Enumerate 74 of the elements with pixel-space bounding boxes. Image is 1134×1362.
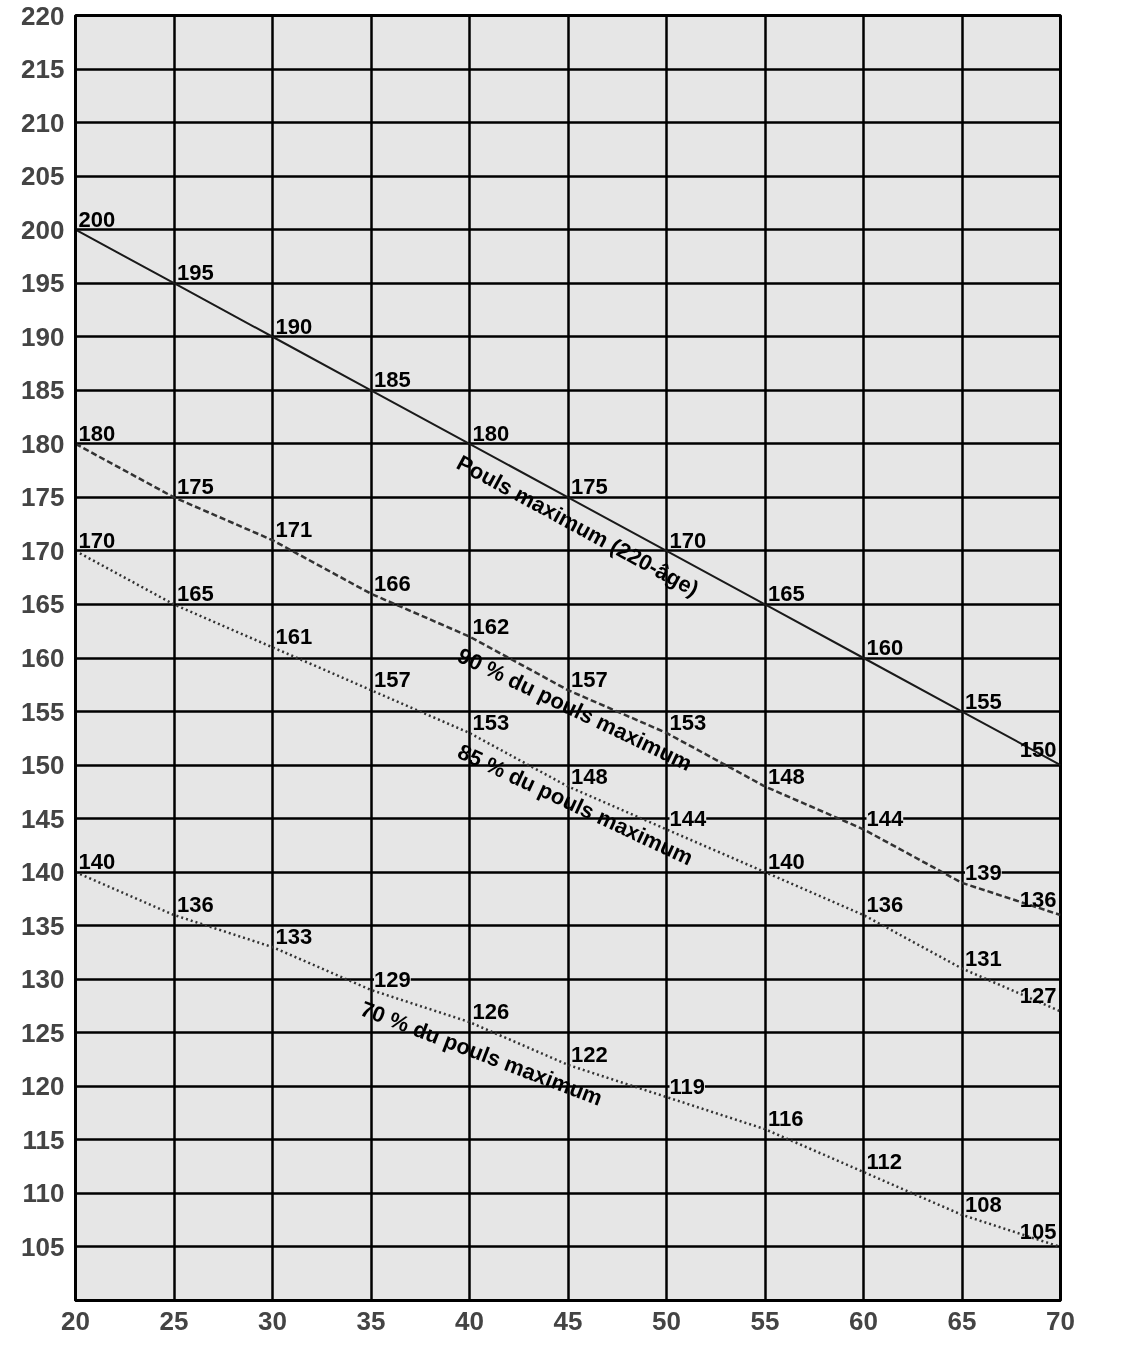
x-tick-label: 45 (553, 1305, 583, 1336)
data-label: 136 (1019, 887, 1057, 912)
line-series (75, 442, 1061, 917)
y-tick-label: 105 (21, 1231, 65, 1262)
y-tick-label: 205 (21, 161, 65, 192)
data-label: 157 (374, 667, 411, 693)
data-label: 140 (78, 849, 116, 875)
data-label: 166 (374, 570, 411, 596)
data-label: 119 (669, 1074, 705, 1100)
data-label: 136 (866, 892, 904, 917)
x-tick-label: 60 (849, 1305, 878, 1336)
y-tick-label: 220 (21, 0, 65, 31)
y-tick-label: 125 (21, 1017, 65, 1048)
y-tick-label: 145 (21, 803, 65, 834)
y-tick-label: 165 (21, 589, 65, 620)
x-tick-label: 70 (1046, 1305, 1075, 1336)
data-label: 148 (571, 763, 608, 789)
x-tick-label: 55 (750, 1305, 780, 1336)
data-label: 126 (472, 999, 510, 1025)
y-tick-label: 210 (21, 107, 65, 138)
data-label: 180 (78, 420, 116, 446)
data-label: 148 (768, 763, 805, 789)
data-label: 144 (866, 806, 904, 832)
x-tick-label: 20 (61, 1305, 90, 1336)
data-label: 190 (275, 313, 313, 339)
y-tick-label: 215 (21, 54, 65, 85)
data-label: 165 (177, 581, 214, 607)
x-tick-label: 25 (159, 1305, 189, 1336)
data-label: 108 (965, 1191, 1002, 1217)
data-label: 171 (275, 517, 313, 543)
y-tick-label: 190 (21, 321, 65, 352)
data-label: 157 (571, 667, 608, 693)
y-tick-label: 130 (21, 964, 65, 995)
y-tick-label: 120 (21, 1071, 65, 1102)
y-tick-label: 110 (22, 1178, 65, 1209)
data-label: 116 (768, 1106, 804, 1132)
y-tick-label: 140 (21, 857, 65, 888)
y-tick-label: 195 (21, 268, 65, 299)
y-tick-label: 175 (21, 482, 65, 513)
data-label: 133 (275, 924, 313, 950)
x-tick-label: 40 (455, 1305, 484, 1336)
data-label: 170 (78, 527, 116, 553)
x-tick-label: 35 (356, 1305, 386, 1336)
y-tick-label: 150 (21, 750, 65, 781)
data-label: 161 (275, 624, 313, 650)
y-tick-label: 135 (21, 910, 65, 941)
data-label: 136 (177, 892, 214, 917)
data-label: 160 (866, 635, 904, 660)
data-label: 200 (78, 206, 116, 232)
data-label: 185 (374, 367, 411, 393)
y-tick-label: 115 (22, 1124, 65, 1155)
data-label: 105 (1019, 1218, 1057, 1244)
data-label: 140 (768, 849, 805, 875)
data-label: 162 (472, 613, 510, 639)
y-tick-label: 170 (21, 535, 65, 566)
x-tick-label: 50 (652, 1305, 681, 1336)
y-tick-label: 160 (21, 643, 65, 673)
data-label: 139 (965, 859, 1002, 885)
data-label: 129 (374, 966, 411, 992)
x-tick-label: 30 (258, 1305, 287, 1336)
data-label: 153 (472, 709, 510, 735)
data-label: 175 (177, 474, 214, 500)
y-tick-label: 180 (21, 428, 65, 459)
y-tick-label: 155 (21, 696, 65, 727)
data-label: 131 (965, 945, 1002, 971)
data-label: 127 (1019, 983, 1057, 1009)
data-label: 180 (472, 420, 510, 446)
data-label: 155 (965, 688, 1002, 714)
x-tick-label: 65 (947, 1305, 977, 1336)
data-label: 165 (768, 581, 805, 607)
y-tick-label: 200 (21, 214, 65, 245)
data-label: 112 (866, 1149, 902, 1174)
y-tick-label: 185 (21, 375, 65, 406)
data-label: 195 (177, 260, 214, 286)
